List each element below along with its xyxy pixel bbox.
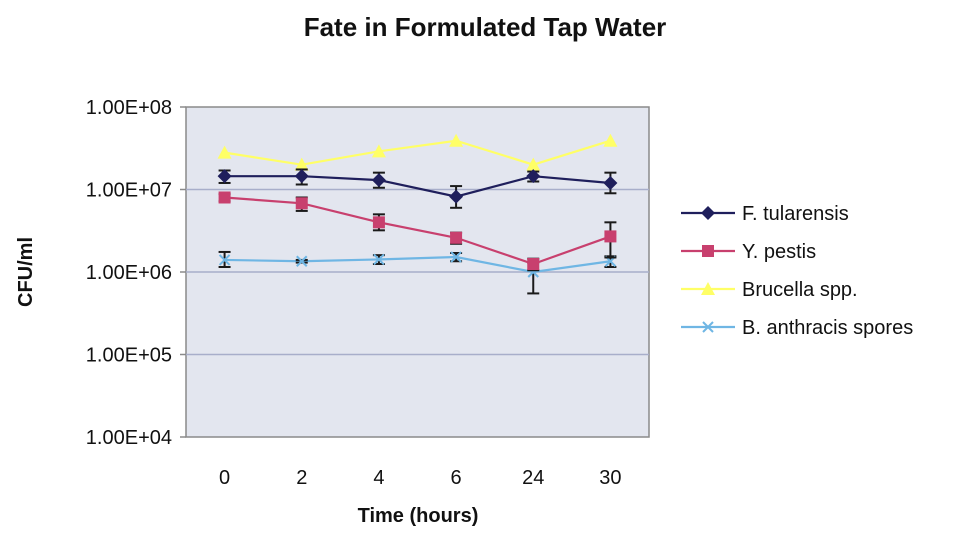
series-line (224, 255, 611, 274)
data-point (296, 255, 308, 267)
marker-stroke (218, 254, 231, 266)
x-tick-label: 2 (296, 467, 307, 489)
series-line (224, 175, 611, 198)
data-point (294, 169, 309, 184)
x-axis-title: Time (hours) (358, 505, 479, 527)
legend-marker (701, 282, 715, 295)
y-axis-ticks: 1.00E+04 1.00E+05 1.00E+06 1.00E+07 1.00E+08 (86, 97, 172, 449)
marker-stroke (296, 255, 308, 267)
y-tick-label: 1.00E+04 (86, 427, 172, 449)
legend-label: Y. pestis (742, 241, 816, 263)
data-point (526, 157, 541, 171)
series-f-tularensis (217, 168, 618, 209)
x-tick-label: 24 (522, 467, 544, 489)
legend-marker (701, 206, 715, 220)
x-tick-label: 4 (373, 467, 384, 489)
data-point (372, 216, 385, 229)
x-tick-label: 6 (451, 467, 462, 489)
data-point (373, 253, 385, 266)
chart-title: Fate in Formulated Tap Water (304, 12, 667, 42)
series-y-pestis (218, 191, 617, 272)
marker-stroke (373, 253, 385, 266)
y-tick-label: 1.00E+08 (86, 97, 172, 119)
y-tick-label: 1.00E+05 (86, 345, 172, 367)
data-point (294, 157, 309, 171)
series-layer (217, 133, 618, 295)
data-point (450, 251, 462, 263)
legend-item: Y. pestis (681, 241, 816, 263)
legend-marker (702, 321, 714, 333)
data-point (450, 231, 463, 244)
legend-label: B. anthracis spores (742, 317, 913, 339)
data-point (527, 258, 540, 271)
series-brucella-spp (217, 133, 618, 171)
x-axis-ticks: 0 2 4 6 24 30 (219, 467, 622, 489)
legend-label: F. tularensis (742, 203, 849, 225)
marker-stroke (702, 321, 714, 333)
legend-item: Brucella spp. (681, 279, 858, 301)
y-tick-label: 1.00E+06 (86, 262, 172, 284)
data-point (371, 144, 386, 158)
data-point (371, 173, 386, 188)
x-tick-label: 30 (599, 467, 621, 489)
data-point (449, 133, 464, 147)
data-point (604, 230, 617, 243)
legend-item: B. anthracis spores (681, 317, 913, 339)
legend-marker (702, 245, 714, 257)
data-point (218, 254, 231, 266)
data-point (295, 197, 308, 210)
data-point (603, 133, 618, 147)
data-point (218, 191, 231, 204)
legend-label: Brucella spp. (742, 279, 858, 301)
data-point (449, 189, 464, 204)
series-b-anthracis-spores (218, 250, 617, 295)
data-point (217, 145, 232, 159)
data-point (217, 169, 232, 184)
x-tick-label: 0 (219, 467, 230, 489)
data-point (603, 175, 618, 190)
gridlines (180, 106, 649, 438)
series-line (224, 196, 611, 266)
data-point (526, 169, 541, 184)
y-tick-label: 1.00E+07 (86, 180, 172, 202)
marker-stroke (450, 251, 462, 263)
legend-item: F. tularensis (681, 203, 849, 225)
y-axis-title: CFU/ml (15, 237, 37, 307)
legend: F. tularensis Y. pestis Brucella spp. B. an… (681, 203, 913, 339)
series-line (224, 139, 611, 166)
